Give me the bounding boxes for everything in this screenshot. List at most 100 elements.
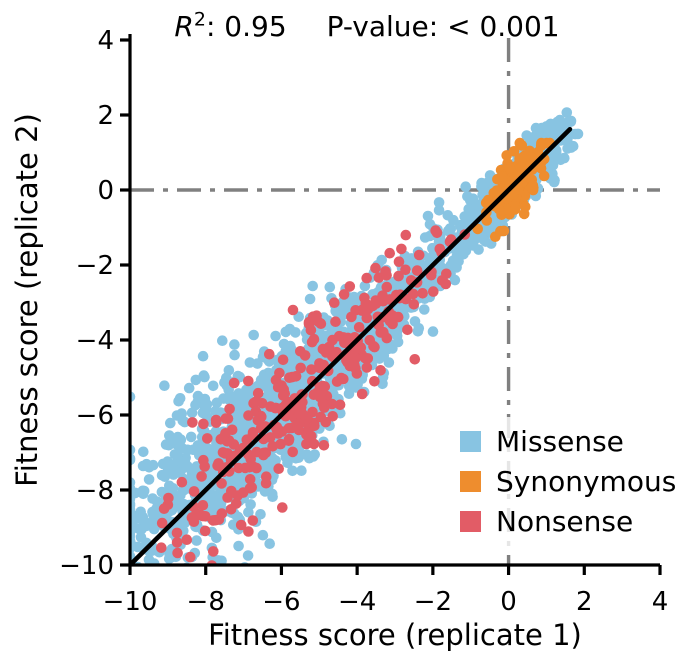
legend: Missense Synonymous Nonsense [448, 417, 683, 547]
legend-entry-synonymous: Synonymous [460, 461, 676, 501]
r-squared-annotation: R2: 0.95 [174, 10, 286, 43]
point-nonsense [277, 502, 288, 513]
point-nonsense [308, 438, 320, 450]
point-nonsense [308, 333, 320, 345]
point-missense [350, 438, 362, 450]
point-missense [169, 449, 181, 460]
point-nonsense [197, 500, 209, 511]
point-missense [167, 463, 179, 474]
point-missense [151, 573, 162, 584]
point-nonsense [344, 281, 356, 292]
r-squared-value: : 0.95 [205, 10, 287, 43]
point-nonsense [171, 527, 183, 539]
point-nonsense [384, 247, 396, 259]
x-tick-label: −6 [262, 587, 300, 617]
point-nonsense [413, 249, 425, 261]
point-nonsense [361, 272, 373, 284]
point-missense [541, 122, 553, 134]
point-nonsense [287, 446, 299, 458]
point-nonsense [200, 511, 211, 522]
legend-swatch-nonsense [460, 510, 481, 532]
point-nonsense [246, 482, 257, 493]
point-missense [165, 570, 176, 581]
p-value-annotation: P-value: < 0.001 [326, 10, 560, 43]
point-missense [476, 181, 487, 192]
legend-label-synonymous: Synonymous [496, 464, 677, 498]
point-nonsense [306, 364, 317, 375]
point-missense [158, 573, 169, 584]
point-nonsense [323, 341, 335, 353]
point-missense [377, 378, 388, 390]
point-nonsense [272, 428, 284, 439]
point-nonsense [283, 433, 295, 445]
point-synonymous [508, 146, 520, 157]
point-nonsense [295, 362, 307, 374]
point-missense [422, 210, 434, 222]
legend-swatch-missense [460, 430, 481, 452]
point-missense [163, 439, 174, 451]
point-nonsense [176, 476, 188, 488]
point-nonsense [208, 546, 219, 557]
point-nonsense [171, 537, 183, 548]
point-nonsense [333, 330, 345, 342]
point-nonsense [196, 471, 207, 482]
point-missense [230, 416, 242, 427]
point-missense [190, 374, 202, 386]
point-nonsense [181, 534, 193, 545]
point-missense [159, 380, 170, 392]
point-nonsense [338, 289, 350, 300]
point-missense [191, 535, 202, 546]
point-missense [190, 399, 201, 411]
point-nonsense [407, 288, 419, 300]
point-nonsense [408, 299, 420, 310]
point-nonsense [342, 357, 354, 368]
x-tick-label: −4 [338, 587, 376, 617]
point-nonsense [393, 256, 405, 268]
point-missense [261, 371, 273, 382]
point-nonsense [434, 243, 446, 255]
x-tick-label: 2 [576, 587, 593, 617]
point-missense [324, 281, 336, 293]
point-missense [480, 236, 492, 247]
point-nonsense [327, 411, 339, 422]
point-nonsense [277, 390, 289, 401]
point-missense [409, 316, 421, 327]
point-nonsense [381, 281, 393, 293]
point-synonymous [516, 140, 528, 151]
point-missense [164, 573, 175, 584]
point-missense [151, 496, 163, 508]
point-missense [233, 540, 244, 552]
point-nonsense [216, 508, 228, 519]
point-nonsense [251, 446, 262, 458]
point-nonsense [212, 460, 223, 471]
point-nonsense [235, 519, 247, 531]
point-nonsense [293, 418, 304, 430]
point-synonymous [512, 183, 524, 195]
point-missense [178, 566, 189, 577]
point-nonsense [318, 440, 330, 451]
point-nonsense [375, 327, 387, 338]
point-missense [164, 481, 176, 493]
point-nonsense [232, 490, 243, 501]
point-missense [468, 235, 480, 246]
point-nonsense [293, 408, 305, 419]
point-nonsense [156, 542, 167, 553]
point-nonsense [185, 551, 196, 563]
point-missense [186, 473, 198, 484]
point-missense [143, 474, 155, 485]
point-nonsense [260, 477, 272, 489]
point-nonsense [309, 420, 320, 432]
point-nonsense [370, 262, 381, 274]
point-missense [550, 119, 561, 131]
point-nonsense [402, 324, 413, 336]
point-missense [459, 238, 471, 250]
point-missense [559, 152, 570, 164]
axis-ticks: −10 −8 −6 −4 −2 0 2 4 4 2 0 −2 −4 −6 −8 −10 [59, 26, 668, 617]
point-nonsense [198, 418, 209, 430]
point-missense [216, 555, 227, 565]
point-missense [143, 554, 155, 565]
point-nonsense [330, 316, 341, 328]
point-missense [242, 550, 254, 561]
